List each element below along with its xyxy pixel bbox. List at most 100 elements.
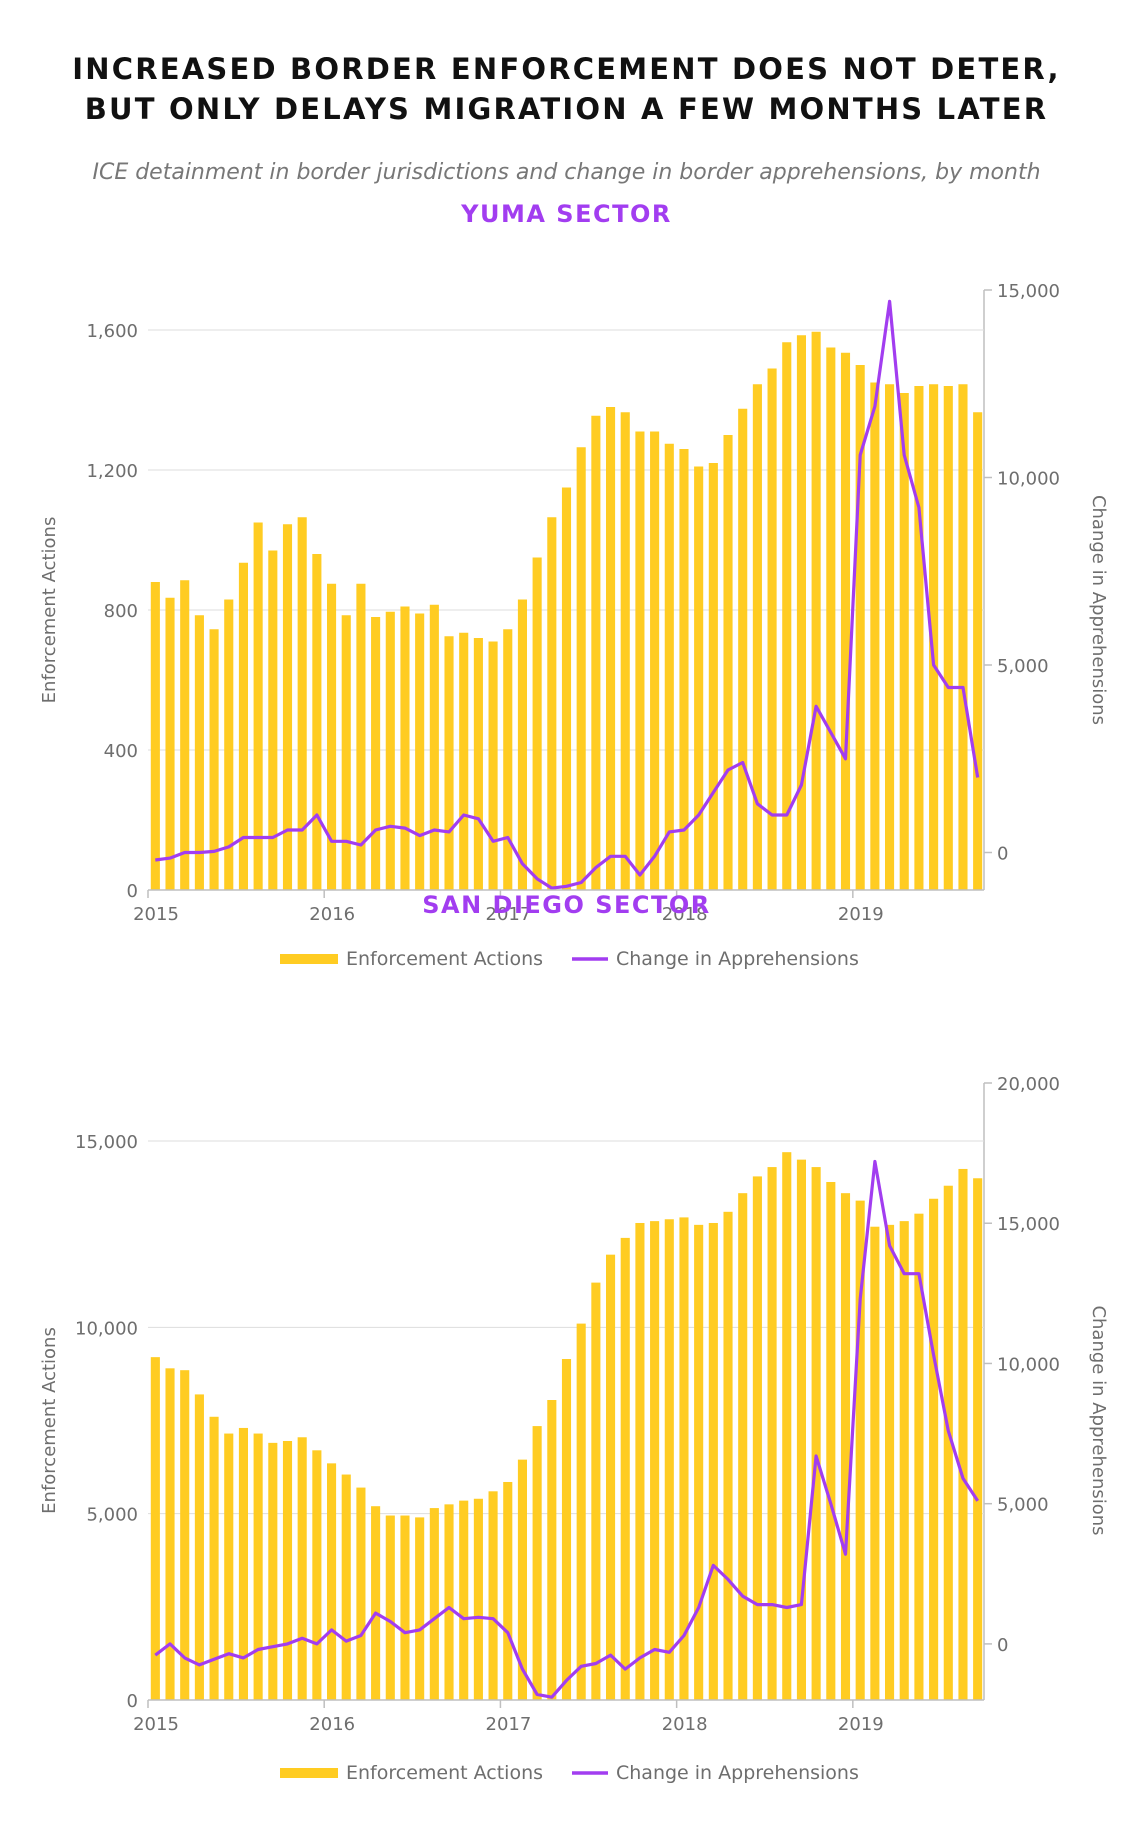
bar xyxy=(708,1222,718,1700)
y2-tick-label: 15,000 xyxy=(997,1214,1060,1235)
bar xyxy=(194,1394,204,1700)
legend-bar-swatch xyxy=(280,954,338,964)
bar xyxy=(664,443,674,890)
bar xyxy=(914,386,924,890)
legend-line-label: Change in Apprehensions xyxy=(616,948,859,970)
bar xyxy=(473,1498,483,1700)
bar xyxy=(958,384,968,890)
x-tick-label: 2015 xyxy=(133,1714,179,1735)
bar xyxy=(165,597,175,890)
y-tick-label: 15,000 xyxy=(75,1132,138,1153)
page-title-line-2: BUT ONLY DELAYS MIGRATION A FEW MONTHS L… xyxy=(84,92,1049,126)
bar xyxy=(855,1200,865,1700)
bar xyxy=(752,1176,762,1700)
bar xyxy=(400,606,410,890)
bar xyxy=(371,617,381,890)
san-diego-chart-title: SAN DIEGO SECTOR xyxy=(422,891,711,919)
y2-tick-label: 0 xyxy=(997,1635,1008,1656)
bar xyxy=(576,1323,586,1700)
y-tick-label: 0 xyxy=(127,881,138,902)
bar xyxy=(180,1370,190,1700)
bar xyxy=(547,517,557,890)
bar xyxy=(929,384,939,890)
legend-bar-swatch xyxy=(280,1768,338,1778)
legend-line-label: Change in Apprehensions xyxy=(616,1762,859,1784)
bar xyxy=(796,1159,806,1700)
bar xyxy=(488,1491,498,1700)
bar xyxy=(209,1416,219,1700)
bar xyxy=(650,431,660,890)
bar xyxy=(767,368,777,890)
bar xyxy=(282,524,293,890)
y-tick-label: 800 xyxy=(104,601,138,622)
x-tick-label: 2017 xyxy=(486,1714,532,1735)
bar xyxy=(385,1515,395,1700)
bar xyxy=(385,611,395,890)
bar xyxy=(694,466,704,890)
bar xyxy=(312,1450,322,1700)
bar xyxy=(415,1517,425,1700)
yuma-chart-title: YUMA SECTOR xyxy=(461,200,672,228)
y-tick-label: 1,600 xyxy=(86,321,138,342)
bar xyxy=(738,408,748,890)
y-tick-label: 10,000 xyxy=(75,1318,138,1339)
bar xyxy=(488,641,498,890)
y2-tick-label: 5,000 xyxy=(997,1495,1049,1516)
legend-bar-label: Enforcement Actions xyxy=(346,1762,543,1784)
bar xyxy=(268,1442,278,1700)
y2-tick-label: 20,000 xyxy=(997,1074,1060,1095)
x-tick-label: 2016 xyxy=(309,904,355,925)
y-tick-label: 400 xyxy=(104,741,138,762)
x-tick-label: 2017 xyxy=(486,904,532,925)
bar xyxy=(473,638,483,890)
legend-bar-label: Enforcement Actions xyxy=(346,948,543,970)
bar xyxy=(855,365,865,890)
bar xyxy=(282,1440,293,1700)
bar xyxy=(752,384,762,890)
line-series-change-in-apprehensions xyxy=(154,1159,980,1699)
y2-tick-label: 5,000 xyxy=(997,656,1049,677)
bar xyxy=(503,1481,513,1700)
bar xyxy=(444,1504,454,1700)
bar xyxy=(224,599,234,890)
bar xyxy=(943,1185,953,1700)
bar xyxy=(723,1211,733,1700)
bar xyxy=(253,1433,263,1700)
bar xyxy=(356,583,366,890)
bar xyxy=(723,435,733,890)
bar xyxy=(238,1427,248,1700)
bar xyxy=(561,1359,572,1700)
bar xyxy=(400,1515,410,1700)
bar xyxy=(517,599,527,890)
bar xyxy=(811,331,821,890)
bar xyxy=(606,407,616,890)
bar xyxy=(782,342,792,890)
bar xyxy=(327,1463,337,1700)
bar xyxy=(796,335,806,890)
bar xyxy=(253,522,263,890)
bar xyxy=(371,1506,381,1700)
bar xyxy=(459,1500,469,1700)
bar xyxy=(561,487,572,890)
bar xyxy=(899,393,909,890)
bar xyxy=(694,1224,704,1700)
bar xyxy=(840,1193,851,1700)
bar xyxy=(885,1224,895,1700)
bar xyxy=(973,1178,983,1700)
bar xyxy=(899,1221,909,1700)
bar xyxy=(194,615,204,890)
san-diego-sector-chart: 0 5,000 10,000 15,000 0 5,000 10,000 15,000 20,0… xyxy=(39,1074,1109,1784)
bar xyxy=(679,1217,689,1700)
bar xyxy=(327,583,337,890)
y-tick-label: 0 xyxy=(127,1691,138,1712)
y-axis-title: Enforcement Actions xyxy=(39,517,60,704)
page-title-line-1: INCREASED BORDER ENFORCEMENT DOES NOT DE… xyxy=(72,52,1061,86)
bar xyxy=(517,1459,527,1700)
bar xyxy=(958,1168,968,1700)
bar xyxy=(356,1487,366,1700)
bar xyxy=(943,386,953,890)
bar xyxy=(591,1282,601,1700)
bar xyxy=(297,517,307,890)
y2-tick-label: 10,000 xyxy=(997,469,1060,490)
bar xyxy=(929,1198,939,1700)
